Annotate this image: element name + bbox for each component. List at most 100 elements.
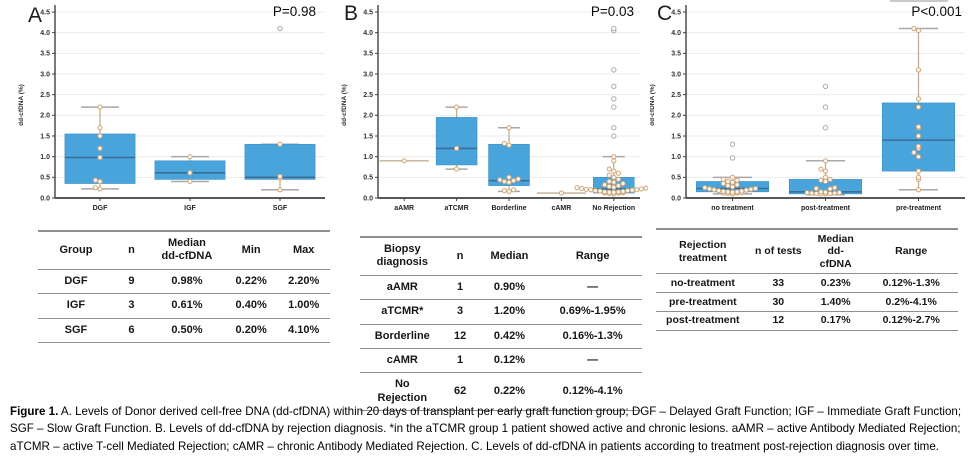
data-point	[620, 180, 626, 187]
data-point	[915, 154, 922, 160]
cell: 1.40%	[806, 292, 865, 312]
table-row: no-treatment 33 0.23% 0.12%-1.3%	[656, 273, 958, 294]
header-cell: n	[444, 237, 476, 276]
table-row: SGF 6 0.50% 0.20% 4.10%	[38, 318, 330, 344]
panel-b: B P=0.03 0.0 0.5 1.0 1.5 2.0 2.5 3.0 3.5 4.0 4.5 d…	[336, 0, 648, 215]
cell: 0.40%	[224, 293, 278, 319]
x-tick-label: SGF	[273, 205, 288, 212]
data-point	[643, 185, 648, 191]
y-tick-label: 0.0	[671, 195, 681, 202]
cell: 9	[113, 269, 149, 295]
y-tick-label: 4.5	[671, 9, 681, 16]
data-point	[748, 186, 754, 192]
outlier-point	[611, 67, 617, 73]
cell: 0.16%-1.3%	[543, 324, 642, 350]
x-tick-label: No Rejection	[592, 205, 635, 212]
data-point	[711, 187, 717, 193]
data-point	[915, 168, 922, 174]
data-point	[583, 186, 589, 192]
data-point	[277, 173, 283, 180]
data-point	[401, 158, 407, 164]
data-point	[729, 189, 736, 195]
table-row: No Rejection 62 0.22% 0.12%-4.1%	[360, 372, 642, 412]
y-tick-label: 3.0	[363, 71, 373, 78]
cell: cAMR	[360, 348, 445, 374]
table-row: Borderline 12 0.42% 0.16%-1.3%	[360, 324, 642, 350]
data-point	[506, 188, 512, 194]
cell: post-treatment	[656, 311, 750, 331]
cell: 1.20%	[475, 299, 544, 325]
data-point	[187, 178, 193, 185]
data-point	[501, 178, 507, 185]
x-tick-label: IGF	[184, 205, 196, 212]
data-point	[822, 158, 829, 164]
data-point	[716, 187, 722, 194]
data-point	[620, 188, 626, 194]
data-point	[92, 177, 99, 183]
data-point	[915, 143, 922, 149]
y-tick-label: 0.0	[363, 195, 373, 202]
x-tick-label: aAMR	[394, 205, 414, 212]
data-point	[915, 28, 922, 34]
table-row: DGF 9 0.98% 0.22% 2.20%	[38, 269, 330, 295]
data-point	[734, 189, 740, 195]
figure-caption: Figure 1. A. Levels of Donor derived cel…	[10, 403, 968, 455]
cell: 0.22%	[475, 372, 544, 412]
cell: 0.17%	[806, 311, 865, 331]
outlier-point	[729, 155, 736, 161]
data-point	[187, 170, 193, 176]
data-point	[511, 178, 517, 184]
data-point	[725, 183, 731, 189]
data-point	[506, 125, 512, 131]
table-row: aAMR 1 0.90% —	[360, 275, 642, 301]
cell: —	[543, 275, 642, 301]
data-point	[813, 190, 819, 197]
cell: 12	[749, 311, 807, 331]
cell: 3	[113, 293, 149, 319]
table-row: post-treatment 12 0.17% 0.12%-2.7%	[656, 311, 958, 331]
data-point	[501, 140, 507, 147]
data-point	[506, 174, 512, 180]
y-tick-label: 2.5	[40, 92, 50, 99]
outlier-point	[611, 133, 617, 139]
data-point	[915, 96, 922, 102]
y-tick-label: 2.0	[671, 113, 681, 120]
cell: 0.12%	[475, 348, 544, 374]
data-point	[615, 170, 621, 176]
data-point	[822, 168, 829, 174]
header-cell: Max	[277, 231, 330, 270]
y-tick-label: 1.0	[363, 154, 373, 161]
panel-a-label: A	[28, 4, 43, 27]
data-point	[506, 142, 512, 148]
cell: 0.20%	[224, 318, 278, 344]
data-point	[597, 188, 603, 194]
x-tick-label: cAMR	[551, 205, 571, 212]
data-point	[734, 177, 740, 183]
data-point	[729, 184, 736, 190]
x-tick-label: Borderline	[491, 205, 526, 212]
x-tick-label: DGF	[93, 205, 109, 212]
y-tick-label: 4.5	[363, 9, 373, 16]
header-cell: n of tests	[749, 229, 807, 275]
data-point	[611, 158, 617, 164]
data-point	[611, 179, 617, 185]
cell: 0.12%-4.1%	[543, 372, 642, 412]
cell: Borderline	[360, 324, 445, 350]
data-point	[638, 186, 644, 192]
cell: IGF	[38, 293, 114, 319]
y-tick-label: 1.5	[671, 133, 681, 140]
header-cell: Range	[864, 229, 958, 275]
outlier-point	[611, 104, 617, 110]
window-edge-artifact	[890, 0, 948, 2]
table-row: IGF 3 0.61% 0.40% 1.00%	[38, 293, 330, 319]
cell: 0.2%-4.1%	[864, 292, 958, 312]
outlier-point	[822, 83, 829, 90]
cell: DGF	[38, 269, 114, 295]
x-tick-label: post-treatment	[801, 205, 851, 212]
data-point	[634, 187, 640, 193]
y-tick-label: 3.5	[363, 51, 373, 58]
data-point	[497, 177, 503, 183]
data-point	[827, 176, 833, 182]
y-tick-label: 2.5	[363, 92, 373, 99]
panel-b-label: B	[344, 2, 359, 25]
